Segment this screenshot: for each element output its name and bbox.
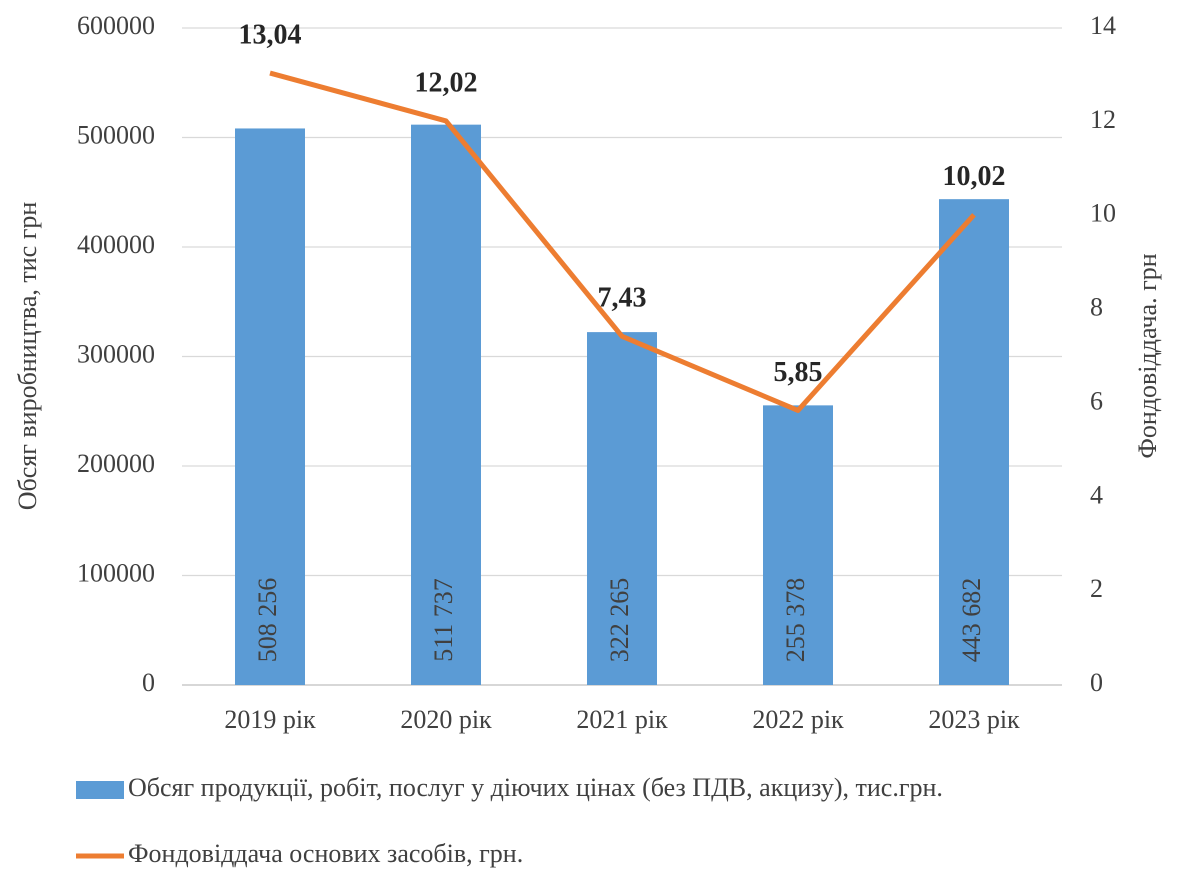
line-value-label: 10,02 xyxy=(943,161,1006,192)
bar xyxy=(235,128,305,685)
y-tick-label: 100000 xyxy=(77,558,155,587)
y-tick-label: 300000 xyxy=(77,339,155,368)
y2-tick-label: 10 xyxy=(1090,199,1116,228)
y-tick-label: 500000 xyxy=(77,120,155,149)
line-value-label: 7,43 xyxy=(598,283,647,314)
y2-tick-label: 8 xyxy=(1090,293,1103,322)
bar xyxy=(939,199,1009,685)
x-tick-label: 2020 рік xyxy=(400,705,492,734)
y2-tick-label: 14 xyxy=(1090,11,1116,40)
y2-tick-label: 12 xyxy=(1090,105,1116,134)
bar-value-label: 511 737 xyxy=(429,578,458,662)
x-tick-label: 2019 рік xyxy=(224,705,316,734)
bar xyxy=(587,332,657,685)
line-value-label: 5,85 xyxy=(774,357,823,388)
x-tick-label: 2023 рік xyxy=(928,705,1020,734)
y2-tick-label: 0 xyxy=(1090,668,1103,697)
y2-axis-title: Фондовіддача. грн xyxy=(1133,253,1162,458)
y-tick-label: 600000 xyxy=(77,11,155,40)
bar-value-label: 508 256 xyxy=(253,578,282,663)
line xyxy=(269,70,976,413)
bar-value-label: 443 682 xyxy=(957,578,986,663)
line-value-label: 13,04 xyxy=(239,19,302,50)
bar xyxy=(411,124,481,685)
legend-label: Обсяг продукції, робіт, послуг у діючих … xyxy=(128,773,943,802)
bar xyxy=(763,405,833,685)
x-tick-label: 2022 рік xyxy=(752,705,844,734)
y-tick-label: 200000 xyxy=(77,449,155,478)
y2-tick-label: 2 xyxy=(1090,574,1103,603)
bar-value-label: 255 378 xyxy=(781,578,810,663)
legend-label: Фондовіддача основих засобів, грн. xyxy=(128,839,523,868)
legend-swatch xyxy=(76,781,124,799)
y2-tick-label: 4 xyxy=(1090,480,1103,509)
x-tick-label: 2021 рік xyxy=(576,705,668,734)
y-axis-title: Обсяг виробництва, тис грн xyxy=(13,202,42,511)
y-tick-label: 400000 xyxy=(77,230,155,259)
line-value-label: 12,02 xyxy=(415,67,478,98)
bar-value-label: 322 265 xyxy=(605,578,634,663)
y2-tick-label: 6 xyxy=(1090,386,1103,415)
y-tick-label: 0 xyxy=(142,668,155,697)
